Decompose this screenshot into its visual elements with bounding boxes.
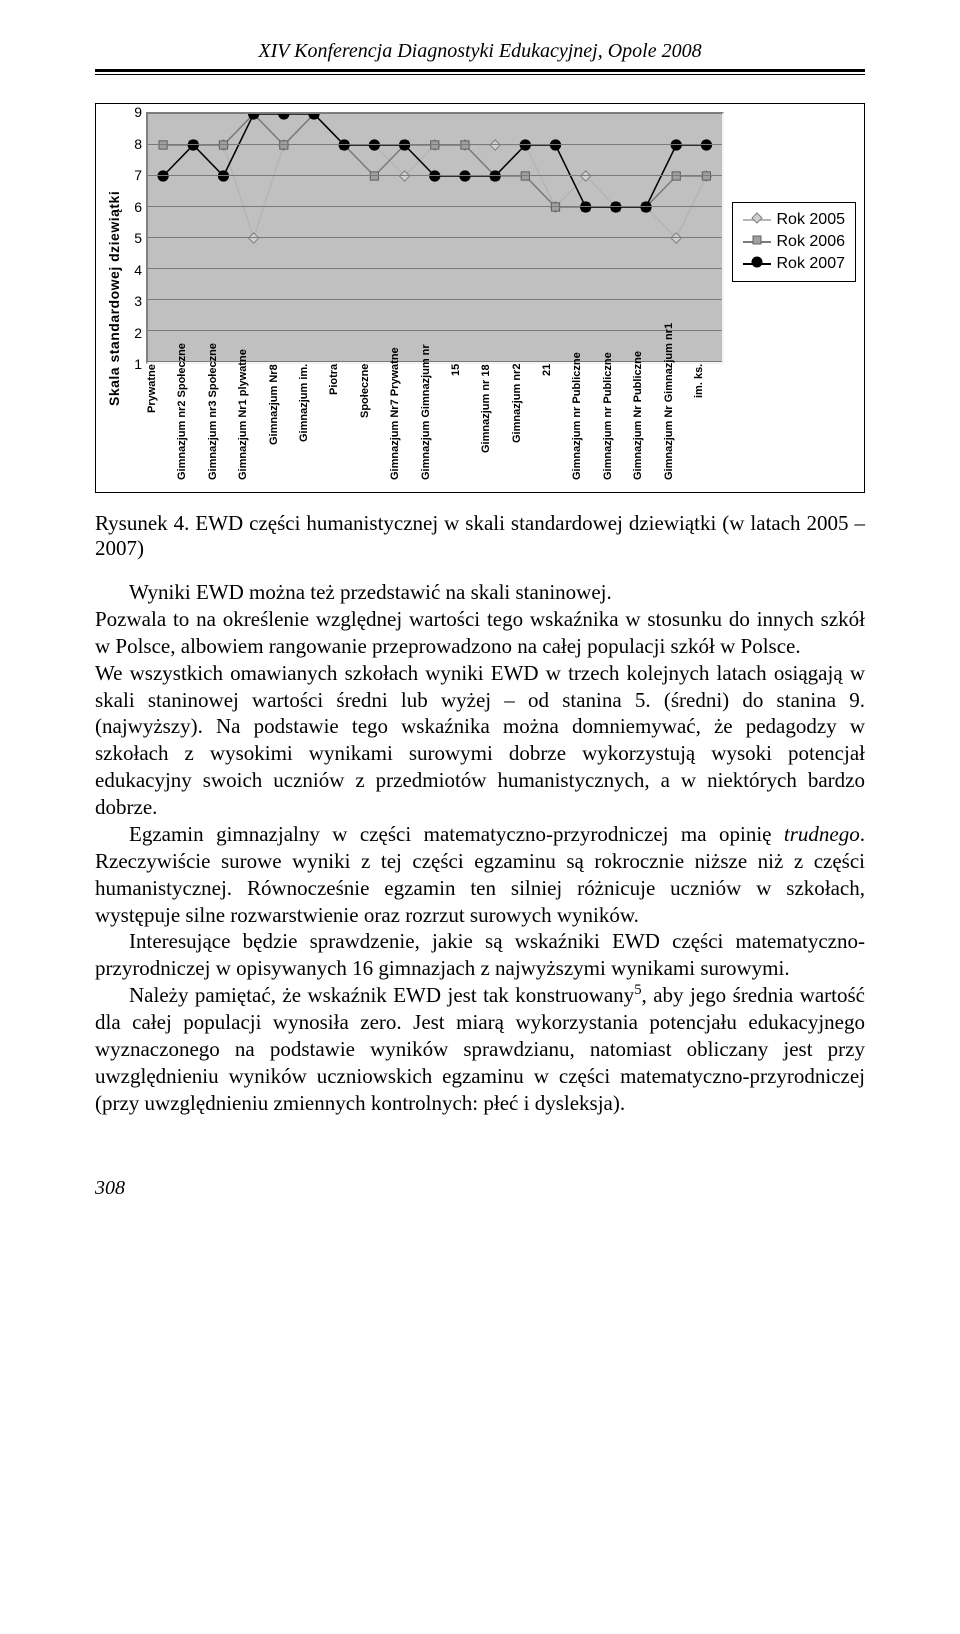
legend-label: Rok 2006 [777, 233, 846, 251]
caption-label: Rysunek 4. [95, 511, 189, 535]
y-tick: 2 [134, 325, 142, 341]
x-category-label: Piotra [328, 364, 358, 484]
legend-label: Rok 2007 [777, 255, 846, 273]
paragraph: Wyniki EWD można też przedstawić na skal… [95, 579, 865, 606]
y-tick: 5 [134, 230, 142, 246]
paragraph: Pozwala to na określenie względnej warto… [95, 606, 865, 660]
x-category-label: Gimnazjum im. [298, 364, 328, 484]
paragraph: Interesujące będzie sprawdzenie, jakie s… [95, 928, 865, 982]
body-text: Wyniki EWD można też przedstawić na skal… [95, 579, 865, 1117]
y-tick: 4 [134, 262, 142, 278]
paragraph: Egzamin gimnazjalny w części matematyczn… [95, 821, 865, 929]
x-category-label: Gimnazjum nr Publiczne [602, 364, 632, 484]
legend-label: Rok 2005 [777, 211, 846, 229]
chart-figure: Skala standardowej dziewiątki 123456789 … [95, 103, 865, 493]
x-category-label: Prywatne [146, 364, 176, 484]
chart-y-axis-label: Skala standardowej dziewiątki [104, 112, 124, 484]
x-category-label: 21 [541, 364, 571, 484]
x-category-label: im. ks. [693, 364, 723, 484]
paragraph: We wszystkich omawianych szkołach wyniki… [95, 660, 865, 821]
x-category-label: Gimnazjum Nr7 Prywatne [389, 364, 419, 484]
x-category-label: Gimnazjum nr2 [511, 364, 541, 484]
caption-text: EWD części humanistycznej w skali standa… [95, 511, 865, 560]
x-category-label: Gimnazjum Gimnazjum nr [420, 364, 450, 484]
x-category-label: 15 [450, 364, 480, 484]
x-category-label: Gimnazjum Nr8 [268, 364, 298, 484]
page-number: 308 [95, 1177, 865, 1200]
x-category-label: Gimnazjum Nr Publiczne [632, 364, 662, 484]
chart-plot-area [146, 112, 724, 364]
y-tick: 7 [134, 167, 142, 183]
chart-y-ticks: 123456789 [124, 112, 146, 364]
y-tick: 6 [134, 199, 142, 215]
x-category-label: Gimnazjum nr2 Społeczne [176, 364, 206, 484]
running-header: XIV Konferencja Diagnostyki Edukacyjnej,… [95, 40, 865, 69]
x-category-label: Gimnazjum nr 18 [480, 364, 510, 484]
legend-item: Rok 2006 [743, 231, 846, 253]
header-rule [95, 69, 865, 75]
chart-legend: Rok 2005 Rok 2006 Rok 2007 [732, 202, 857, 282]
x-category-label: Gimnazjum Nr1 plywatne [237, 364, 267, 484]
x-category-label: Społeczne [359, 364, 389, 484]
chart-x-labels: PrywatneGimnazjum nr2 SpołeczneGimnazjum… [146, 364, 724, 484]
y-tick: 1 [134, 356, 142, 372]
legend-item: Rok 2005 [743, 209, 846, 231]
y-tick: 8 [134, 136, 142, 152]
figure-caption: Rysunek 4. EWD części humanistycznej w s… [95, 511, 865, 561]
x-category-label: Gimnazjum Nr Gimnazjum nr1 [663, 364, 693, 484]
x-category-label: Gimnazjum nr Publiczne [571, 364, 601, 484]
y-tick: 9 [134, 104, 142, 120]
legend-item: Rok 2007 [743, 253, 846, 275]
paragraph: Należy pamiętać, że wskaźnik EWD jest ta… [95, 982, 865, 1116]
y-tick: 3 [134, 293, 142, 309]
x-category-label: Gimnazjum nr3 Społeczne [207, 364, 237, 484]
